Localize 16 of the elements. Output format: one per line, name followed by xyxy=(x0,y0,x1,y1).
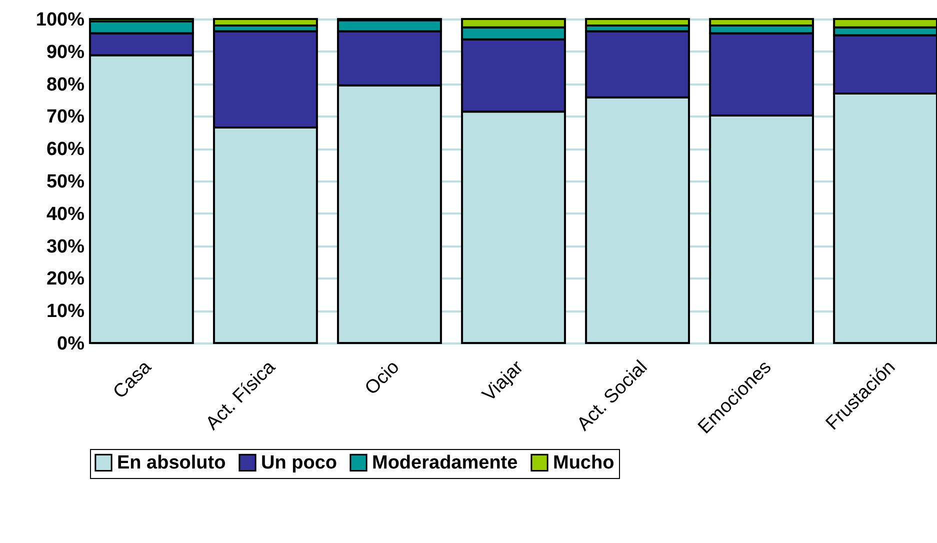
y-tick-label: 20% xyxy=(46,268,85,290)
legend-label: En absoluto xyxy=(117,452,226,474)
legend-label: Mucho xyxy=(553,452,614,474)
y-tick-label: 90% xyxy=(46,42,85,63)
legend-label: Un poco xyxy=(261,452,337,474)
y-tick-label: 70% xyxy=(46,106,85,128)
y-tick-label: 40% xyxy=(46,204,85,225)
y-tick-label: 100% xyxy=(36,10,85,30)
y-tick-label: 50% xyxy=(46,172,85,192)
y-tick-label: 10% xyxy=(46,301,85,322)
y-tick-label: 80% xyxy=(46,74,85,96)
y-tick-label: 60% xyxy=(46,139,85,160)
x-tick-label: Ocio xyxy=(361,356,404,400)
y-tick-label: 30% xyxy=(46,236,85,258)
legend-label: Moderadamente xyxy=(372,452,518,474)
y-tick-label: 0% xyxy=(57,334,85,354)
